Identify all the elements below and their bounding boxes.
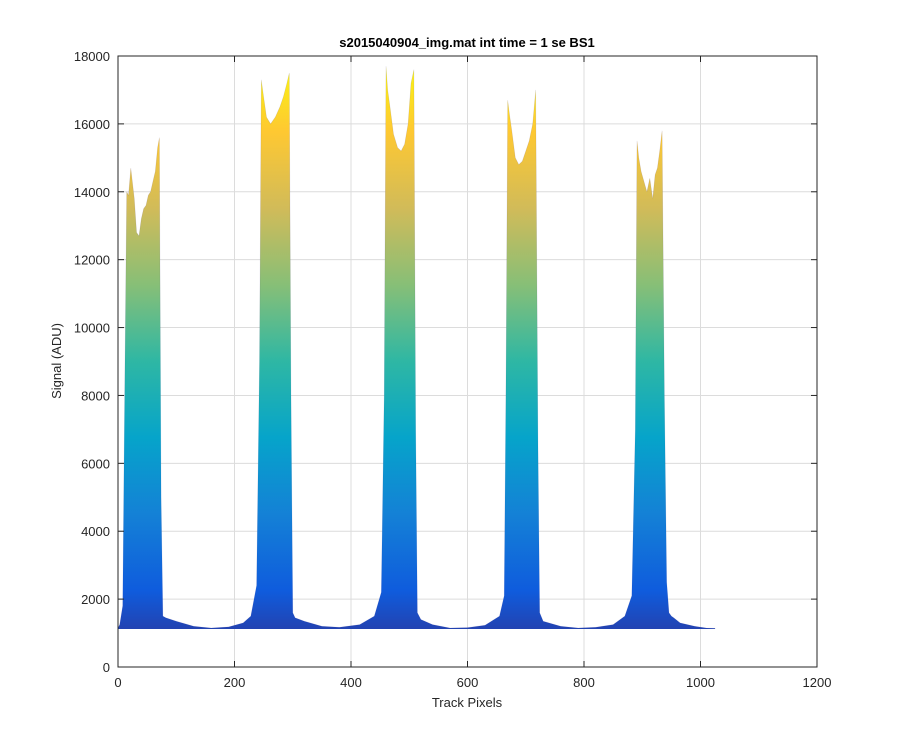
y-tick-label: 0 — [103, 660, 110, 675]
y-tick-label: 8000 — [81, 388, 110, 403]
x-tick-label: 0 — [114, 675, 121, 690]
y-tick-label: 14000 — [74, 185, 110, 200]
x-tick-label: 1000 — [686, 675, 715, 690]
x-tick-label: 800 — [573, 675, 595, 690]
y-axis-label: Signal (ADU) — [49, 323, 64, 399]
y-tick-label: 12000 — [74, 253, 110, 268]
y-axis: 0 2000 4000 6000 8000 10000 12000 14000 16000 180… — [74, 49, 817, 675]
grid — [118, 56, 817, 667]
x-tick-label: 1200 — [803, 675, 832, 690]
y-tick-label: 6000 — [81, 456, 110, 471]
signal-line-series-0 — [118, 66, 716, 629]
x-tick-label: 600 — [457, 675, 479, 690]
y-tick-label: 10000 — [74, 321, 110, 336]
x-tick-label: 200 — [224, 675, 246, 690]
chart-title: s2015040904_img.mat int time = 1 se BS1 — [339, 35, 594, 50]
x-tick-label: 400 — [340, 675, 362, 690]
data-layer — [118, 66, 716, 629]
signal-area-series-0 — [118, 66, 716, 629]
x-axis-label: Track Pixels — [432, 695, 503, 710]
y-tick-label: 18000 — [74, 49, 110, 64]
y-tick-label: 4000 — [81, 524, 110, 539]
x-axis: 0 200 400 600 800 1000 1200 — [114, 56, 831, 690]
y-tick-label: 16000 — [74, 117, 110, 132]
y-tick-label: 2000 — [81, 592, 110, 607]
